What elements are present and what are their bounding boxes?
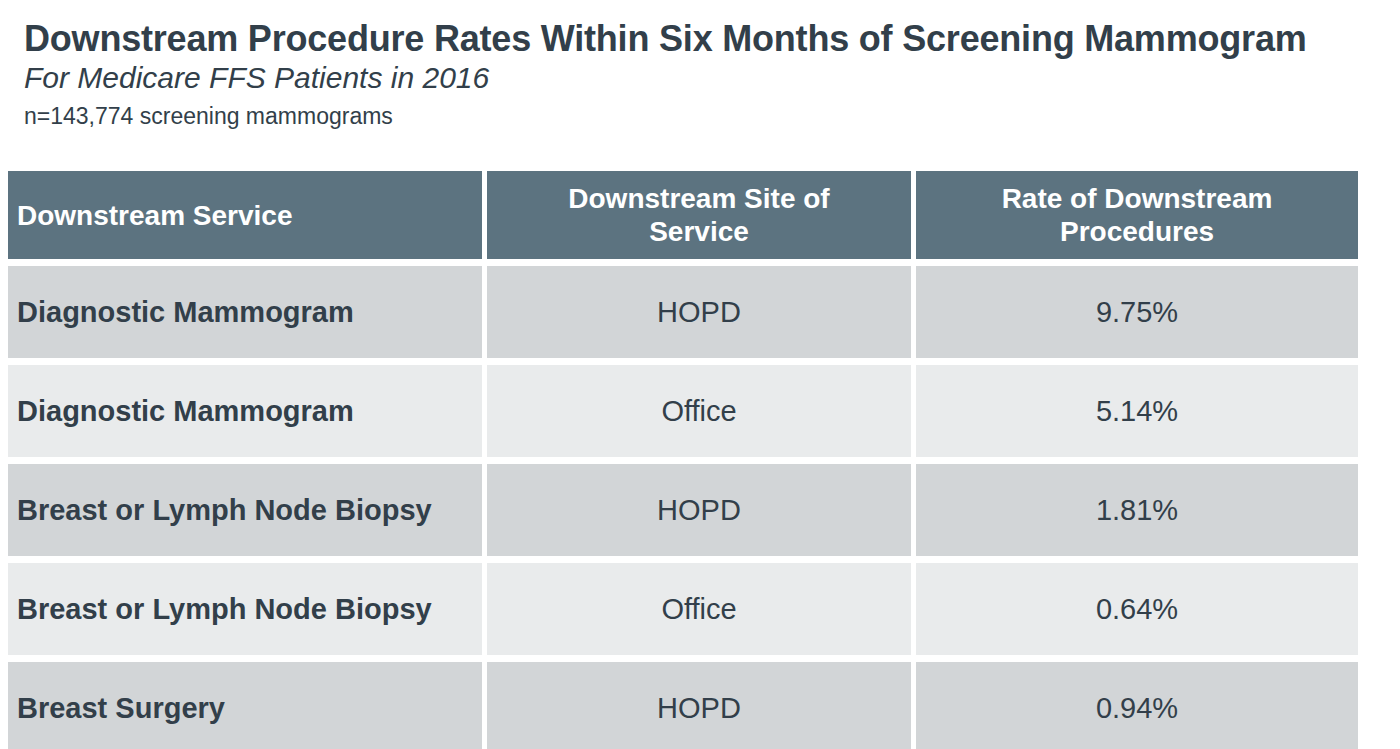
procedure-rates-table: Downstream Service Downstream Site of Se… [3, 164, 1363, 749]
cell-site-of-service: Office [487, 365, 911, 457]
cell-rate: 5.14% [916, 365, 1358, 457]
sample-size-note: n=143,774 screening mammograms [24, 103, 1400, 131]
title-block: Downstream Procedure Rates Within Six Mo… [0, 0, 1400, 130]
cell-downstream-service: Diagnostic Mammogram [8, 266, 482, 358]
column-header-downstream-service: Downstream Service [8, 171, 482, 259]
page-title: Downstream Procedure Rates Within Six Mo… [24, 19, 1400, 59]
cell-site-of-service: Office [487, 563, 911, 655]
table-row: Breast or Lymph Node BiopsyOffice0.64% [8, 563, 1358, 655]
page-subtitle: For Medicare FFS Patients in 2016 [24, 61, 1400, 96]
table-row: Breast SurgeryHOPD0.94% [8, 662, 1358, 749]
cell-rate: 1.81% [916, 464, 1358, 556]
cell-downstream-service: Diagnostic Mammogram [8, 365, 482, 457]
cell-site-of-service: HOPD [487, 266, 911, 358]
cell-downstream-service: Breast Surgery [8, 662, 482, 749]
cell-site-of-service: HOPD [487, 662, 911, 749]
table-row: Diagnostic MammogramHOPD9.75% [8, 266, 1358, 358]
table-row: Breast or Lymph Node BiopsyHOPD1.81% [8, 464, 1358, 556]
cell-rate: 9.75% [916, 266, 1358, 358]
cell-rate: 0.94% [916, 662, 1358, 749]
column-header-site-of-service: Downstream Site of Service [487, 171, 911, 259]
table-header-row: Downstream Service Downstream Site of Se… [8, 171, 1358, 259]
cell-rate: 0.64% [916, 563, 1358, 655]
cell-site-of-service: HOPD [487, 464, 911, 556]
column-header-rate: Rate of Downstream Procedures [916, 171, 1358, 259]
cell-downstream-service: Breast or Lymph Node Biopsy [8, 464, 482, 556]
cell-downstream-service: Breast or Lymph Node Biopsy [8, 563, 482, 655]
page: Downstream Procedure Rates Within Six Mo… [0, 0, 1400, 749]
table-row: Diagnostic MammogramOffice5.14% [8, 365, 1358, 457]
